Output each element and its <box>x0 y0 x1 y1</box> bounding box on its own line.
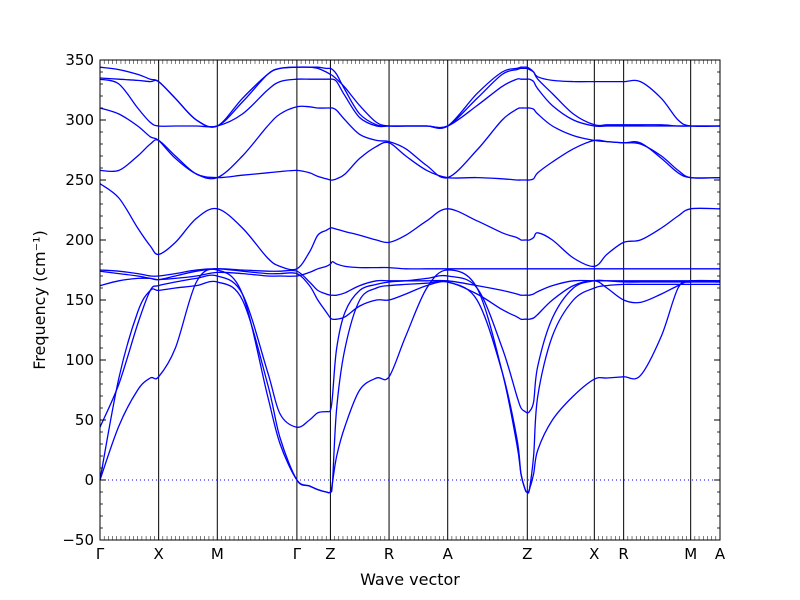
x-tick-label: M <box>684 545 697 563</box>
plot-area <box>100 60 720 540</box>
band-line <box>99 268 721 494</box>
x-tick-label: Γ <box>293 545 302 563</box>
x-tick-label: A <box>715 545 726 563</box>
x-tick-label: X <box>589 545 599 563</box>
band-curves <box>99 66 721 494</box>
band-line <box>99 66 720 130</box>
band-line <box>99 268 721 321</box>
y-tick-label: 0 <box>84 471 94 489</box>
y-tick-label: 100 <box>65 351 94 369</box>
plot-border <box>99 59 721 541</box>
x-tick-label: M <box>211 545 224 563</box>
x-tick-label: X <box>154 545 164 563</box>
x-axis-title: Wave vector <box>360 570 460 589</box>
y-tick-label: 50 <box>75 411 94 429</box>
x-tick-label: Z <box>522 545 532 563</box>
band-line <box>99 105 721 180</box>
x-tick-label: Γ <box>96 545 105 563</box>
y-axis-title: Frequency (cm⁻¹) <box>30 230 49 369</box>
x-tick-label: Z <box>325 545 335 563</box>
y-tick-label: 150 <box>65 291 94 309</box>
x-tick-label: R <box>384 545 394 563</box>
x-tick-label: A <box>443 545 454 563</box>
y-tick-label: 300 <box>65 111 94 129</box>
band-line <box>99 183 721 271</box>
y-tick-label: 250 <box>65 171 94 189</box>
y-tick-label: −50 <box>62 531 94 549</box>
band-line <box>99 260 720 287</box>
band-line <box>99 280 720 494</box>
y-tick-label: 350 <box>65 51 94 69</box>
y-tick-label: 200 <box>65 231 94 249</box>
x-tick-label: R <box>618 545 628 563</box>
